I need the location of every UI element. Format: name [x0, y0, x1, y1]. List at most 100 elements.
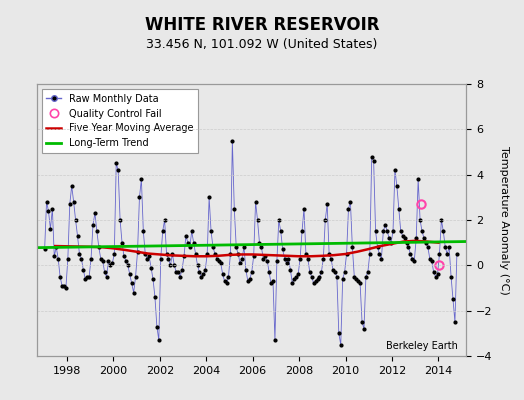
Point — [188, 228, 196, 234]
Point — [191, 251, 200, 257]
Point — [335, 330, 343, 336]
Point — [83, 274, 91, 280]
Point — [174, 269, 182, 275]
Point — [249, 253, 258, 260]
Point — [133, 248, 141, 255]
Point — [203, 251, 211, 257]
Point — [325, 251, 333, 257]
Point — [158, 228, 167, 234]
Point — [377, 255, 386, 262]
Point — [288, 280, 297, 287]
Point — [341, 269, 349, 275]
Point — [358, 319, 366, 325]
Point — [247, 269, 256, 275]
Point — [54, 255, 62, 262]
Point — [238, 255, 246, 262]
Point — [449, 296, 457, 302]
Point — [408, 255, 417, 262]
Text: Berkeley Earth: Berkeley Earth — [386, 340, 458, 350]
Point — [216, 260, 225, 266]
Point — [418, 228, 426, 234]
Point — [397, 228, 405, 234]
Point — [439, 228, 447, 234]
Point — [346, 199, 355, 205]
Point — [259, 255, 268, 262]
Point — [342, 251, 351, 257]
Point — [185, 244, 194, 250]
Point — [405, 244, 413, 250]
Point — [224, 274, 233, 280]
Point — [141, 251, 149, 257]
Point — [362, 274, 370, 280]
Point — [178, 267, 186, 273]
Point — [296, 255, 304, 262]
Point — [364, 269, 372, 275]
Point — [58, 282, 66, 289]
Point — [294, 271, 302, 278]
Point — [367, 153, 376, 160]
Point — [52, 244, 60, 250]
Point — [73, 233, 82, 239]
Point — [269, 278, 277, 284]
Point — [70, 199, 78, 205]
Point — [145, 253, 154, 260]
Point — [453, 251, 461, 257]
Point — [360, 326, 368, 332]
Point — [323, 201, 331, 207]
Point — [143, 255, 151, 262]
Point — [155, 337, 163, 343]
Point — [348, 244, 356, 250]
Point — [352, 276, 361, 282]
Point — [124, 262, 132, 268]
Point — [437, 217, 445, 223]
Point — [209, 244, 217, 250]
Point — [414, 176, 422, 182]
Point — [106, 262, 115, 268]
Point — [85, 274, 93, 280]
Point — [228, 138, 236, 144]
Point — [197, 274, 205, 280]
Point — [331, 269, 339, 275]
Point — [160, 217, 169, 223]
Point — [139, 228, 148, 234]
Point — [333, 274, 341, 280]
Point — [366, 251, 374, 257]
Point — [40, 246, 49, 253]
Point — [389, 228, 397, 234]
Point — [265, 269, 274, 275]
Point — [118, 240, 126, 246]
Point — [157, 255, 165, 262]
Point — [242, 267, 250, 273]
Point — [48, 206, 57, 212]
Point — [193, 262, 202, 268]
Point — [263, 258, 271, 264]
Point — [46, 226, 54, 232]
Point — [308, 274, 316, 280]
Point — [77, 255, 85, 262]
Point — [116, 217, 124, 223]
Point — [79, 267, 88, 273]
Point — [443, 251, 451, 257]
Point — [211, 251, 219, 257]
Point — [321, 217, 330, 223]
Point — [50, 253, 59, 260]
Point — [375, 251, 384, 257]
Point — [261, 253, 269, 260]
Text: 33.456 N, 101.092 W (United States): 33.456 N, 101.092 W (United States) — [146, 38, 378, 51]
Point — [354, 278, 363, 284]
Point — [240, 244, 248, 250]
Point — [213, 255, 221, 262]
Point — [95, 244, 103, 250]
Point — [135, 194, 144, 200]
Point — [406, 251, 414, 257]
Point — [176, 274, 184, 280]
Point — [395, 206, 403, 212]
Point — [410, 258, 419, 264]
Point — [221, 278, 229, 284]
Point — [305, 269, 314, 275]
Point — [87, 255, 95, 262]
Point — [433, 271, 442, 278]
Point — [379, 228, 388, 234]
Point — [271, 337, 279, 343]
Point — [392, 183, 401, 189]
